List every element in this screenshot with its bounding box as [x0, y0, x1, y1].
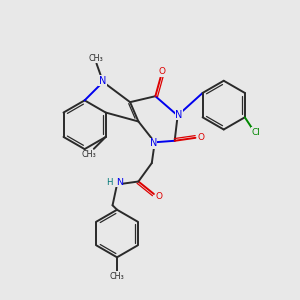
Text: Cl: Cl	[251, 128, 260, 137]
Text: CH₃: CH₃	[82, 150, 97, 159]
Text: N: N	[116, 178, 123, 187]
Text: CH₃: CH₃	[88, 54, 103, 63]
Text: O: O	[156, 192, 163, 201]
Text: N: N	[99, 76, 106, 86]
Text: N: N	[150, 139, 157, 148]
Text: O: O	[158, 67, 165, 76]
Text: H: H	[106, 178, 113, 187]
Text: N: N	[176, 110, 183, 120]
Text: CH₃: CH₃	[110, 272, 124, 280]
Text: O: O	[198, 133, 205, 142]
